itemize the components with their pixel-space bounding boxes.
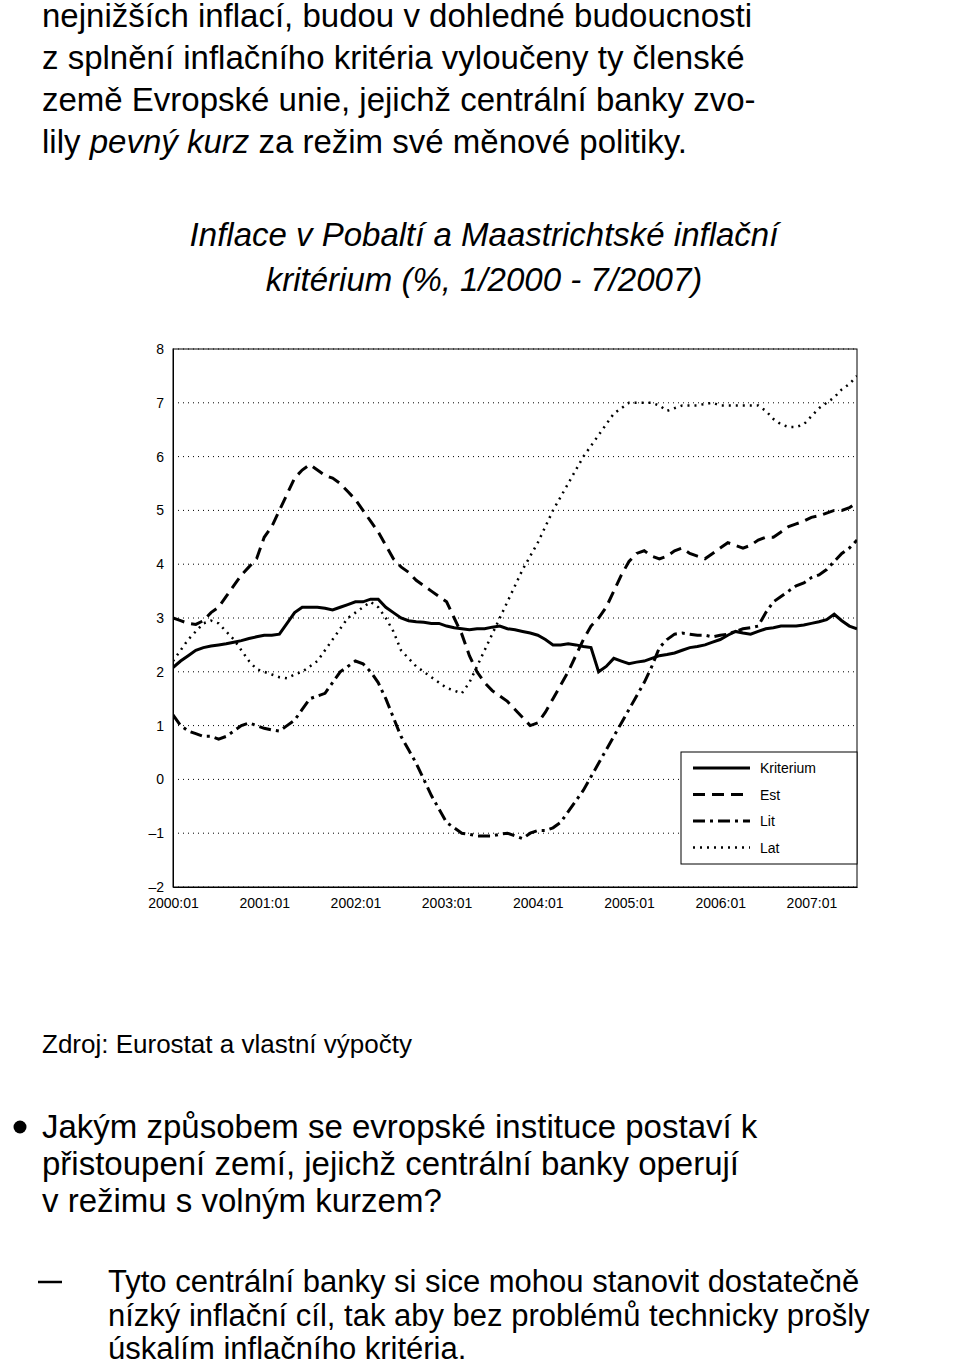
paragraph-line: lily pevný kurz za režim své měnové poli…	[42, 123, 687, 160]
paragraph-line: země Evropské unie, jejichž centrální ba…	[42, 81, 756, 118]
y-tick: 1	[156, 718, 173, 734]
x-tick: 2000:01	[148, 887, 199, 911]
paragraph-text: země Evropské unie, jejichž centrální ba…	[42, 81, 756, 118]
paragraph-text: pevný kurz	[89, 123, 250, 160]
subitem-dash	[38, 1281, 62, 1284]
x-tick: 2003:01	[422, 887, 473, 911]
x-axis: 2000:01 2001:01 2002:01 2003:01 2004:01 2005:…	[148, 887, 857, 911]
series-line	[173, 465, 857, 726]
x-tick-label: 2000:01	[148, 895, 199, 911]
legend-box	[681, 752, 857, 864]
legend-swatch	[693, 767, 750, 770]
series-line	[173, 376, 857, 693]
subitem-text: nízký inflační cíl, tak aby bez problémů…	[108, 1298, 870, 1333]
x-tick: 2001:01	[239, 887, 290, 911]
grid-line	[173, 510, 857, 511]
y-tick: –1	[148, 825, 173, 841]
paragraph-line: nejnižších inflací, budou v dohledné bud…	[42, 0, 752, 34]
x-tick: 2005:01	[604, 887, 655, 911]
chart: –2 –1 0 1 2 3 4 5 6 7 8 2000:01 2001:01 2002:01 2003:0…	[148, 341, 857, 911]
chart-title: kritérium (%, 1/2000 - 7/2007)	[266, 261, 703, 298]
y-tick: –2	[148, 879, 173, 895]
y-tick-label: –2	[148, 879, 164, 895]
y-tick-label: 0	[156, 771, 164, 787]
bullet-text: v režimu s volným kurzem?	[42, 1182, 442, 1219]
bullet-text: přistoupení zemí, jejichž centrální bank…	[42, 1145, 739, 1182]
series-line	[173, 599, 857, 672]
bullet-text: Jakým způsobem se evropské instituce pos…	[42, 1108, 758, 1145]
x-tick: 2002:01	[331, 887, 382, 911]
x-tick-label: 2004:01	[513, 895, 564, 911]
x-tick-label: 2003:01	[422, 895, 473, 911]
grid-line	[173, 725, 857, 726]
paragraph-line: z splnění inflačního kritéria vyloučeny …	[42, 39, 745, 76]
y-tick: 5	[156, 502, 173, 518]
y-tick: 6	[156, 449, 173, 465]
subitem-text: úskalím inflačního kritéria.	[108, 1331, 466, 1365]
legend: Kriterium Est Lit Lat	[681, 752, 857, 864]
x-tick: 2007:01	[787, 887, 838, 911]
y-axis: –2 –1 0 1 2 3 4 5 6 7 8	[148, 341, 173, 895]
x-tick-label: 2001:01	[239, 895, 290, 911]
y-tick-label: 1	[156, 718, 164, 734]
y-tick-label: 5	[156, 502, 164, 518]
x-tick: 2006:01	[695, 887, 746, 911]
paragraph-text: za režim své měnové politiky.	[249, 123, 687, 160]
x-tick-label: 2006:01	[695, 895, 746, 911]
y-tick-label: 7	[156, 395, 164, 411]
y-tick: 8	[156, 341, 173, 357]
y-axis-line	[173, 350, 174, 888]
legend-label: Lat	[760, 840, 780, 856]
legend-label: Lit	[760, 813, 775, 829]
legend-label: Kriterium	[760, 760, 816, 776]
y-tick-label: 4	[156, 556, 164, 572]
x-tick-label: 2002:01	[331, 895, 382, 911]
legend-swatch	[693, 846, 750, 849]
legend-swatch	[693, 793, 750, 796]
x-tick: 2004:01	[513, 887, 564, 911]
source-note: Zdroj: Eurostat a vlastní výpočty	[42, 1029, 412, 1059]
grid-line	[173, 456, 857, 457]
x-axis-line	[174, 887, 858, 888]
y-tick-label: 3	[156, 610, 164, 626]
plot-frame	[173, 349, 857, 887]
grid-line	[173, 671, 857, 672]
paragraph-text: lily	[42, 123, 90, 160]
subitem-text: Tyto centrální banky si sice mohou stano…	[108, 1264, 859, 1299]
paragraph-text: nejnižších inflací, budou v dohledné bud…	[42, 0, 752, 34]
y-tick: 7	[156, 395, 173, 411]
grid	[173, 349, 857, 887]
y-tick: 2	[156, 664, 173, 680]
grid-line	[173, 402, 857, 403]
y-tick-label: 2	[156, 664, 164, 680]
chart-title: Inflace v Pobaltí a Maastrichtské inflač…	[190, 216, 782, 253]
page: nejnižších inflací, budou v dohledné bud…	[0, 0, 960, 1365]
paragraph-text: z splnění inflačního kritéria vyloučeny …	[42, 39, 745, 76]
y-tick-label: –1	[148, 825, 164, 841]
y-tick: 4	[156, 556, 173, 572]
grid-line	[173, 564, 857, 565]
legend-swatch	[693, 820, 750, 823]
y-tick: 0	[156, 771, 173, 787]
y-tick-label: 8	[156, 341, 164, 357]
y-tick-label: 6	[156, 449, 164, 465]
y-tick: 3	[156, 610, 173, 626]
bullet-dot	[14, 1121, 27, 1134]
grid-line	[173, 618, 857, 619]
x-tick-label: 2007:01	[787, 895, 838, 911]
legend-label: Est	[760, 787, 780, 803]
x-tick-label: 2005:01	[604, 895, 655, 911]
